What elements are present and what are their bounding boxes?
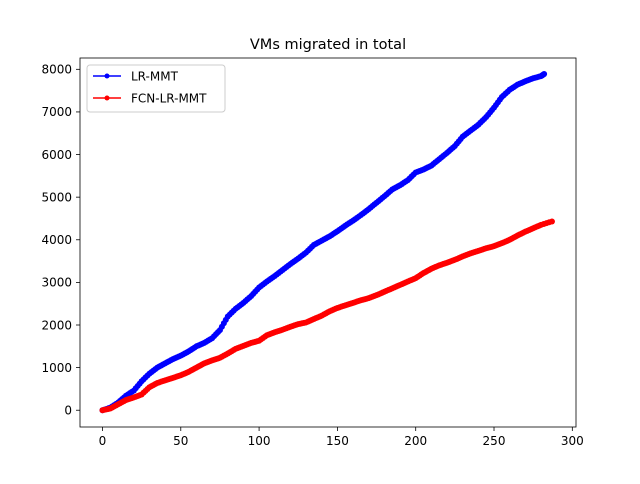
x-tick-label: 300 [561, 434, 584, 448]
y-tick-label: 6000 [41, 148, 72, 162]
y-tick-label: 0 [64, 404, 72, 418]
axes-frame [79, 57, 577, 428]
x-tick-label: 200 [404, 434, 427, 448]
x-tick-label: 0 [99, 434, 107, 448]
series-1 [99, 71, 548, 414]
axes: 0 50 100 150 200 250 3000100020003000400050006… [41, 57, 584, 448]
legend-marker [104, 73, 110, 79]
series-2 [99, 218, 555, 414]
legend: LR-MMT FCN-LR-MMT [86, 64, 226, 113]
legend-item: LR-MMT [93, 69, 179, 83]
x-tick-label: 150 [326, 434, 349, 448]
y-tick-label: 1000 [41, 361, 72, 375]
y-tick-label: 5000 [41, 190, 72, 204]
data-point [548, 218, 555, 225]
series-markers [99, 218, 555, 414]
y-tick-label: 3000 [41, 276, 72, 290]
legend-box [86, 64, 226, 113]
y-tick-label: 4000 [41, 233, 72, 247]
y-tick-label: 2000 [41, 318, 72, 332]
y-tick-label: 8000 [41, 63, 72, 77]
data-point [541, 71, 548, 78]
x-tick-label: 100 [248, 434, 271, 448]
y-tick-label: 7000 [41, 105, 72, 119]
legend-item: FCN-LR-MMT [93, 91, 207, 105]
legend-label: FCN-LR-MMT [131, 91, 207, 105]
plot-area [99, 71, 555, 414]
x-tick-label: 250 [483, 434, 506, 448]
legend-marker [104, 95, 110, 101]
x-tick-label: 50 [173, 434, 188, 448]
legend-label: LR-MMT [131, 69, 179, 83]
chart-title: VMs migrated in total [250, 37, 406, 53]
